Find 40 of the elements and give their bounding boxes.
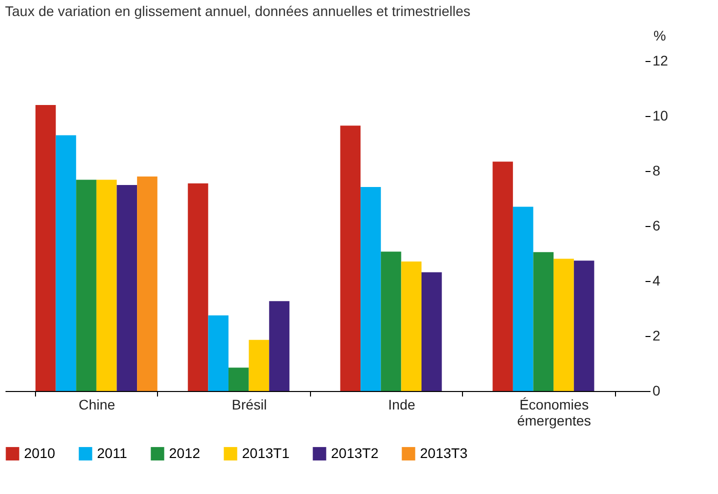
bar [360,186,381,391]
legend-label: 2012 [169,444,200,461]
y-tick-label: 10 [652,108,668,124]
legend-label: 2013T1 [242,444,290,461]
y-axis-title: % [654,28,666,44]
bar [380,252,402,391]
bar [492,162,513,391]
bar [554,258,574,391]
legend-label: 2010 [24,444,56,461]
bar [269,301,290,391]
x-tick-label: Brésil [232,396,267,412]
bar [188,183,208,391]
bar [208,315,228,391]
y-tick-label: 4 [652,272,660,288]
bar [422,272,442,391]
legend-label: 2013T3 [420,444,468,461]
bar [512,206,534,391]
x-tick-label: Chine [78,396,116,412]
bar [116,185,138,391]
bar [533,252,554,391]
legend-label: 2013T2 [331,444,379,461]
bar [574,260,594,391]
y-tick-label: 8 [652,162,660,178]
y-tick-label: 2 [652,328,660,344]
bar [401,261,422,391]
x-tick-label: Économies émergentes [517,396,592,428]
y-tick-label: 0 [652,382,660,398]
bar [248,340,270,391]
bar [228,368,249,391]
legend-label: 2011 [97,444,128,461]
bar [35,105,56,391]
x-tick-label: Inde [388,396,416,412]
bar [137,176,158,391]
bar [96,180,117,391]
bar [76,180,96,391]
y-tick-label: 12 [652,52,668,68]
bar [56,135,76,391]
chart-subtitle: Taux de variation en glissement annuel, données annuelles et trimestrielles [5,3,470,19]
y-tick-label: 6 [652,218,660,234]
bar [340,126,361,391]
